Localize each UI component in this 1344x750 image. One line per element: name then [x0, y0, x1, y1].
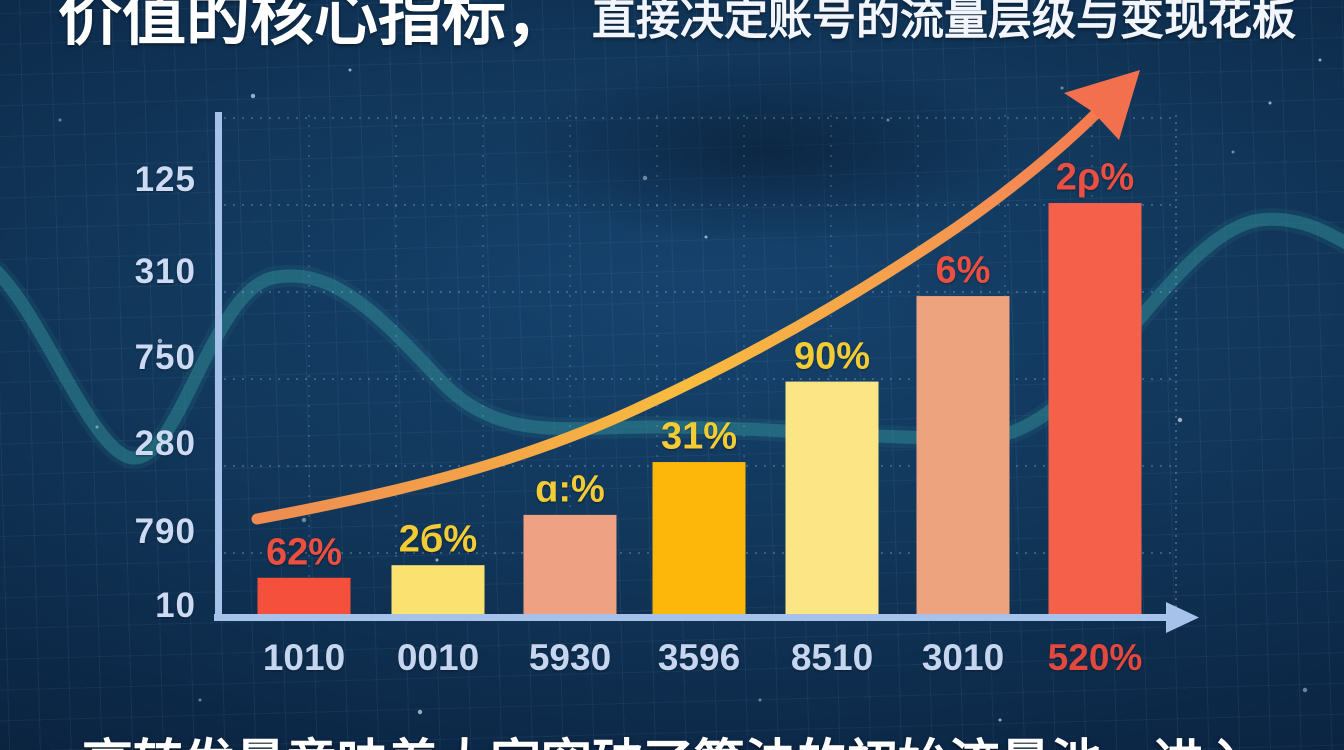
star: [198, 698, 202, 702]
x-tick-label-4: 3596: [657, 637, 741, 678]
star: [435, 558, 439, 562]
bar-value-label-6: 6%: [935, 249, 991, 292]
x-axis-arrow-icon: [1166, 602, 1199, 633]
bar-2: [391, 565, 485, 618]
bar-value-label-3: ɑ:%: [535, 468, 605, 511]
star: [886, 118, 890, 122]
y-tick-label-2: 310: [134, 252, 196, 291]
x-tick-label-3: 5930: [528, 637, 612, 678]
star: [301, 517, 307, 523]
star: [157, 338, 163, 344]
bar-value-label-1: 62%: [265, 531, 343, 574]
star: [1318, 58, 1322, 62]
trend-arrow-icon: [1064, 70, 1140, 140]
bar-6: [916, 296, 1010, 618]
x-tick-label-7: 520%: [1047, 637, 1143, 678]
bar-value-label-4: 31%: [660, 415, 738, 458]
x-tick-label-5: 8510: [790, 637, 874, 678]
star: [998, 718, 1002, 722]
y-tick-label-3: 750: [134, 338, 196, 377]
page-title: 价值的核心指标，: [58, 0, 570, 53]
bar-4: [652, 462, 746, 618]
y-tick-label-6: 10: [155, 586, 196, 625]
y-tick-label-5: 790: [134, 512, 196, 551]
bar-value-label-2: 2б%: [398, 518, 478, 561]
plot-dashed-grid: [224, 115, 1177, 613]
star: [348, 68, 352, 72]
star: [1268, 101, 1272, 105]
star: [1231, 150, 1235, 154]
y-tick-label-4: 280: [134, 424, 196, 463]
star: [95, 425, 99, 429]
star: [704, 235, 708, 239]
bar-3: [523, 514, 617, 618]
y-tick-label-1: 125: [134, 160, 196, 199]
star: [1060, 86, 1064, 90]
star: [1177, 417, 1183, 423]
page-subtitle: 直接决定账号的流量层级与变现花板: [592, 0, 1296, 44]
x-tick-label-6: 3010: [921, 637, 1005, 678]
x-tick-label-2: 0010: [396, 637, 480, 678]
bar-value-label-7: 2ρ%: [1055, 156, 1135, 199]
bar-1: [257, 577, 351, 618]
background-wave: [0, 212, 1344, 465]
trend-curve: [251, 93, 1116, 525]
bar-5: [785, 381, 879, 618]
star: [1302, 687, 1308, 693]
bottom-caption: 高转发量意味着大家突破了算法的初始流量池，进入: [82, 722, 1255, 750]
star: [642, 175, 648, 181]
bar-value-label-5: 90%: [793, 335, 871, 378]
x-tick-label-1: 1010: [262, 637, 346, 678]
star: [758, 698, 762, 702]
star: [417, 709, 423, 715]
star: [250, 93, 256, 99]
bar-7: [1048, 203, 1142, 618]
star: [58, 118, 62, 122]
